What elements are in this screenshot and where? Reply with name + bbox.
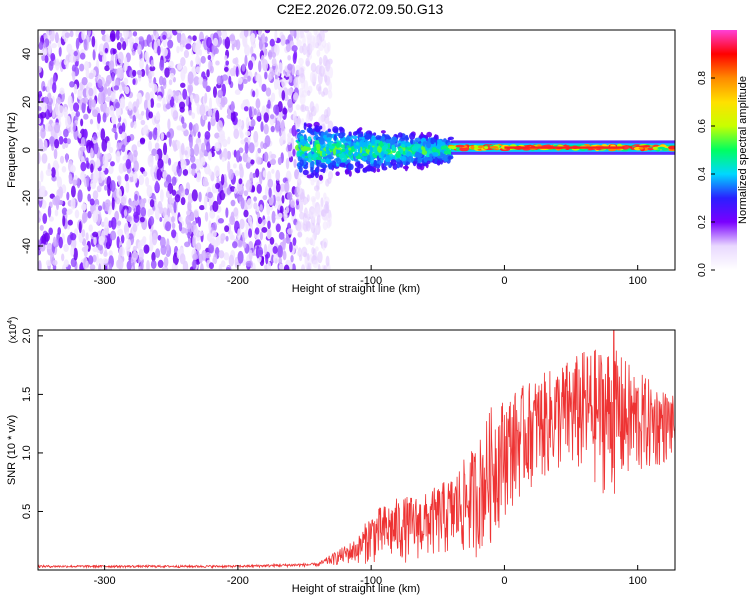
spectrogram-x-label: Height of straight line (km) bbox=[292, 283, 420, 295]
spectrogram-y-tick-label: 40 bbox=[21, 48, 33, 60]
colorbar-tick-label: 0.2 bbox=[697, 215, 708, 229]
spectrogram-image bbox=[38, 30, 675, 270]
snr-x-axis: -300 -200 -100 0 100 bbox=[94, 565, 647, 587]
snr-series-line bbox=[38, 330, 675, 570]
spectrogram-x-tick-label: -300 bbox=[94, 275, 116, 287]
snr-x-tick-label: -300 bbox=[94, 575, 116, 587]
spectrogram-x-axis: -300 -200 -100 0 100 bbox=[94, 265, 647, 287]
snr-frame bbox=[37, 329, 676, 571]
snr-x-tick-label: 100 bbox=[629, 575, 647, 587]
colorbar-tick-label: 0.4 bbox=[697, 167, 708, 181]
colorbar-tick-label: 0.0 bbox=[697, 263, 708, 277]
spectrogram-y-tick-label: -20 bbox=[21, 190, 33, 206]
snr-y-tick-label: 2.0 bbox=[21, 328, 33, 343]
snr-y-tick-label: 1.0 bbox=[21, 445, 33, 460]
spectrogram-y-tick-label: 20 bbox=[21, 96, 33, 108]
snr-multiplier-label: (x104) bbox=[7, 317, 19, 344]
spectrogram-y-axis: -40 -20 0 20 40 bbox=[21, 48, 43, 254]
spectrogram-x-tick-label: -100 bbox=[360, 275, 382, 287]
snr-x-tick-label: 0 bbox=[501, 575, 507, 587]
spectrogram-x-tick-label: 0 bbox=[501, 275, 507, 287]
colorbar-gradient bbox=[711, 30, 737, 270]
figure-title: C2E2.2026.072.09.50.G13 bbox=[277, 1, 444, 17]
spectrogram-x-tick-label: -200 bbox=[227, 275, 249, 287]
spectrogram-y-tick-label: -40 bbox=[21, 238, 33, 254]
snr-background bbox=[38, 330, 675, 570]
snr-x-label: Height of straight line (km) bbox=[292, 583, 420, 595]
snr-panel: -300 -200 -100 0 100 0.5 1.0 1.5 2.0 Height of … bbox=[6, 317, 676, 595]
snr-y-tick-label: 0.5 bbox=[21, 504, 33, 519]
colorbar-ticks: 0.0 0.2 0.4 0.6 0.8 bbox=[697, 71, 715, 277]
spectrogram-y-label: Frequency (Hz) bbox=[6, 112, 18, 188]
colorbar: 0.0 0.2 0.4 0.6 0.8 Normalized spectral ampl… bbox=[697, 30, 749, 277]
colorbar-label: Normalized spectral amplitude bbox=[737, 76, 749, 224]
spectrogram-x-tick-label: 100 bbox=[629, 275, 647, 287]
colorbar-tick-label: 0.8 bbox=[697, 71, 708, 85]
spectrogram-y-tick-label: 0 bbox=[21, 147, 33, 153]
colorbar-tick-label: 0.6 bbox=[697, 119, 708, 133]
snr-y-label: SNR (10 * v/v) bbox=[6, 415, 18, 485]
snr-y-axis: 0.5 1.0 1.5 2.0 bbox=[21, 328, 43, 519]
snr-y-tick-label: 1.5 bbox=[21, 387, 33, 402]
snr-x-tick-label: -200 bbox=[227, 575, 249, 587]
snr-x-tick-label: -100 bbox=[360, 575, 382, 587]
